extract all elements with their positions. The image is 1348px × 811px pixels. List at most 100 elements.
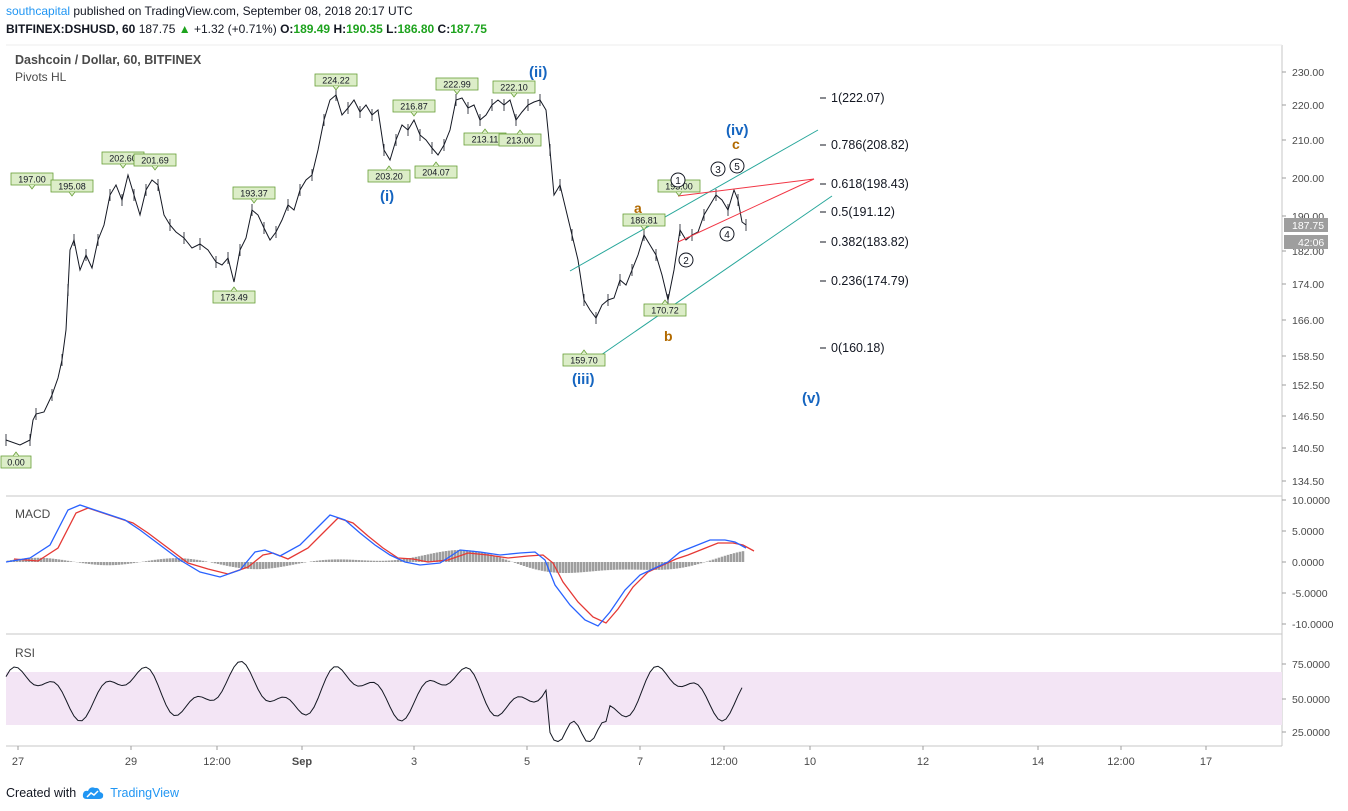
wave-label-b: b [664, 328, 673, 344]
price-series[interactable] [5, 89, 747, 446]
pivot-value: 193.37 [240, 189, 268, 199]
pivot-label: 173.49 [212, 286, 256, 304]
price-axis-label: 200.00 [1292, 173, 1324, 185]
channel-upper-line[interactable] [569, 129, 819, 272]
wave-number-5: 5 [734, 162, 740, 173]
macd-series[interactable] [5, 504, 755, 627]
pivot-value: 195.08 [58, 182, 86, 192]
tradingview-brand-link[interactable]: TradingView [110, 786, 179, 800]
price-axis-label: 174.00 [1292, 279, 1324, 291]
low-value: 186.80 [397, 22, 435, 36]
pivot-label: 197.00 [10, 172, 54, 190]
close-value: 187.75 [450, 22, 487, 36]
change-up-icon: ▲ [178, 22, 191, 36]
symbol-name[interactable]: BITFINEX:DSHUSD, 60 [6, 22, 136, 36]
legend-title: Dashcoin / Dollar, 60, BITFINEX [15, 53, 202, 67]
wave-label-iii: (iii) [572, 371, 595, 388]
channel-lower-line[interactable] [587, 195, 833, 365]
pivot-label: 216.87 [392, 99, 436, 117]
price-axis-label: 152.50 [1292, 380, 1324, 392]
fib-level-label: 0.618(198.43) [831, 177, 909, 191]
pivot-value: 216.87 [400, 102, 428, 112]
rsi-axis-label: 25.0000 [1292, 727, 1330, 739]
tradingview-cloud-icon[interactable] [82, 786, 104, 800]
pivot-label: 213.00 [498, 129, 542, 147]
wave-label-c: c [732, 136, 740, 152]
open-label: O: [280, 22, 294, 36]
wave-label-a: a [634, 200, 642, 216]
fib-level-label: 0.236(174.79) [831, 274, 909, 288]
pivot-labels: 0.00 197.00 195.08 202.60 201.69 193.37 173.49… [0, 73, 701, 469]
created-with-text: Created with [6, 786, 77, 800]
time-axis-label: Sep [292, 756, 312, 768]
pivot-value: 204.07 [422, 168, 450, 178]
wave-label-i: (i) [380, 188, 394, 205]
wave-number-4: 4 [724, 230, 730, 241]
pivot-value: 159.70 [570, 356, 598, 366]
last-price: 187.75 [138, 22, 176, 36]
time-axis-label: 12:00 [203, 756, 231, 768]
pivot-label: 224.22 [314, 73, 358, 91]
time-axis-label: 14 [1032, 756, 1044, 768]
time-axis-label: 12:00 [710, 756, 738, 768]
last-price-value: 187.75 [1292, 220, 1324, 232]
time-axis-label: 27 [12, 756, 24, 768]
pivot-label: 170.72 [643, 299, 687, 317]
price-axis[interactable]: 230.00220.00210.00200.00190.00182.00174.… [1282, 67, 1324, 488]
pivot-label: 193.37 [232, 186, 276, 204]
macd-axis-label: 10.0000 [1292, 495, 1330, 507]
macd-axis-label: -5.0000 [1292, 588, 1328, 600]
time-axis-label: 17 [1200, 756, 1212, 768]
pivot-value: 203.20 [375, 172, 403, 182]
pivot-value: 222.99 [443, 80, 471, 90]
price-line [5, 94, 747, 446]
pivot-label: 203.20 [367, 165, 411, 183]
price-axis-label: 134.50 [1292, 476, 1324, 488]
rsi-band [6, 672, 1282, 725]
close-label: C: [437, 22, 451, 36]
wave-circle-2: 2 [678, 252, 694, 268]
countdown-value: 42:06 [1298, 237, 1324, 249]
pivot-value: 222.10 [500, 83, 528, 93]
pivot-value: 224.22 [322, 76, 350, 86]
time-axis-label: 10 [804, 756, 816, 768]
wave-circle-5: 5 [729, 158, 745, 174]
wave-label-ii: (ii) [529, 64, 547, 81]
macd-line [5, 504, 747, 627]
pivot-value: 197.00 [18, 175, 46, 185]
time-axis-label: 12:00 [1107, 756, 1135, 768]
countdown-tag [1284, 235, 1328, 249]
legend-indicator: Pivots HL [15, 70, 67, 84]
wave-label-iv: (iv) [726, 122, 749, 139]
fib-levels[interactable]: 1(222.07) 0.786(208.82) 0.618(198.43) 0.5(1… [820, 91, 909, 355]
rsi-line [5, 660, 743, 743]
rsi-series[interactable] [5, 660, 743, 743]
pivot-value: 173.49 [220, 293, 248, 303]
rsi-axis[interactable]: 75.0000 50.0000 25.0000 [1282, 659, 1330, 739]
pivot-value: 170.72 [651, 306, 679, 316]
time-axis[interactable]: 27 29 12:00 Sep 3 5 7 12:00 10 12 14 12:00 17 [12, 746, 1212, 768]
time-axis-label: 3 [411, 756, 417, 768]
last-price-tag [1284, 218, 1328, 232]
wave-label-v: (v) [802, 390, 820, 407]
pivot-value: 213.00 [506, 136, 534, 146]
price-axis-label: 166.00 [1292, 315, 1324, 327]
low-label: L: [386, 22, 398, 36]
pivot-label: 204.07 [414, 161, 458, 179]
fib-level-label: 0(160.18) [831, 341, 885, 355]
wave-number-1: 1 [675, 176, 681, 187]
triangle-lines[interactable] [677, 178, 815, 243]
high-value: 190.35 [346, 22, 383, 36]
price-axis-label: 210.00 [1292, 135, 1324, 147]
pivot-label: 186.81 [622, 213, 666, 231]
signal-line [13, 507, 755, 624]
price-axis-label: 220.00 [1292, 100, 1324, 112]
footer: Created with TradingView [6, 786, 179, 800]
macd-axis[interactable]: 10.0000 5.0000 0.0000 -5.0000 -10.0000 [1282, 495, 1334, 631]
author-link[interactable]: southcapital [6, 4, 71, 18]
pivot-value: 186.81 [630, 216, 658, 226]
fib-level-label: 0.786(208.82) [831, 138, 909, 152]
fib-level-label: 0.382(183.82) [831, 235, 909, 249]
time-axis-label: 29 [125, 756, 137, 768]
